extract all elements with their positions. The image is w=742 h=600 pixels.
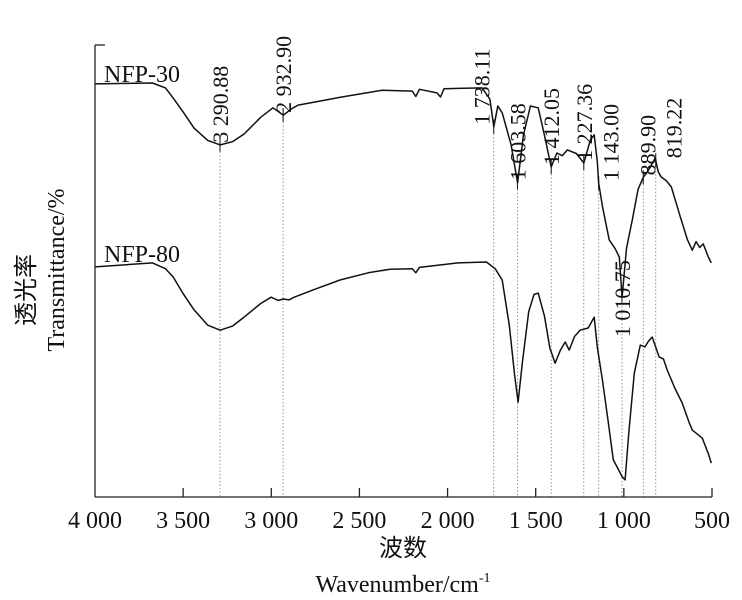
axes (94, 44, 712, 498)
peak-label: 3 290.88 (208, 66, 233, 143)
peak-label: 1 143.00 (599, 104, 624, 181)
peak-label: 1 412.05 (539, 88, 564, 165)
y-axis-label: Transmittance/% (44, 188, 70, 351)
peak-label: 2 932.90 (271, 36, 296, 113)
x-tick-label: 4 000 (68, 508, 122, 534)
series-labels: NFP-30 NFP-80 (104, 62, 180, 268)
x-tick-label: 2 500 (332, 508, 386, 534)
x-axis-label-cn: 波数 (379, 535, 427, 562)
x-axis-label-text: Wavenumber/cm (315, 572, 479, 598)
peak-label: 1 227.36 (572, 84, 597, 161)
peak-label: 819.22 (662, 98, 687, 159)
peak-label: 1 010.75 (610, 260, 635, 337)
peak-label: 1 738.11 (470, 49, 495, 125)
x-tick-label: 2 000 (421, 508, 475, 534)
y-axis-label-cn: 透光率 (13, 254, 40, 326)
x-ticks: 4 000 3 500 3 000 2 500 2 000 1 500 1 000 500 (68, 488, 730, 534)
x-tick-label: 1 500 (509, 508, 563, 534)
x-axis-label: Wavenumber/cm-1 (315, 571, 490, 598)
series-group (94, 82, 713, 481)
peak-label: 1 603.58 (506, 103, 531, 180)
series-label-nfp-30: NFP-30 (104, 62, 180, 88)
series-label-nfp-80: NFP-80 (104, 242, 180, 268)
x-tick-label: 3 000 (244, 508, 298, 534)
x-tick-label: 500 (694, 508, 730, 534)
series-line-nfp-30 (94, 82, 712, 298)
x-tick-label: 1 000 (597, 508, 651, 534)
series-line-nfp-80 (94, 261, 713, 481)
x-tick-label: 3 500 (156, 508, 210, 534)
peak-annotations: 3 290.88 2 932.90 1 738.11 1 603.58 1 412.05… (208, 36, 687, 497)
x-axis-label-superscript: -1 (479, 571, 491, 586)
